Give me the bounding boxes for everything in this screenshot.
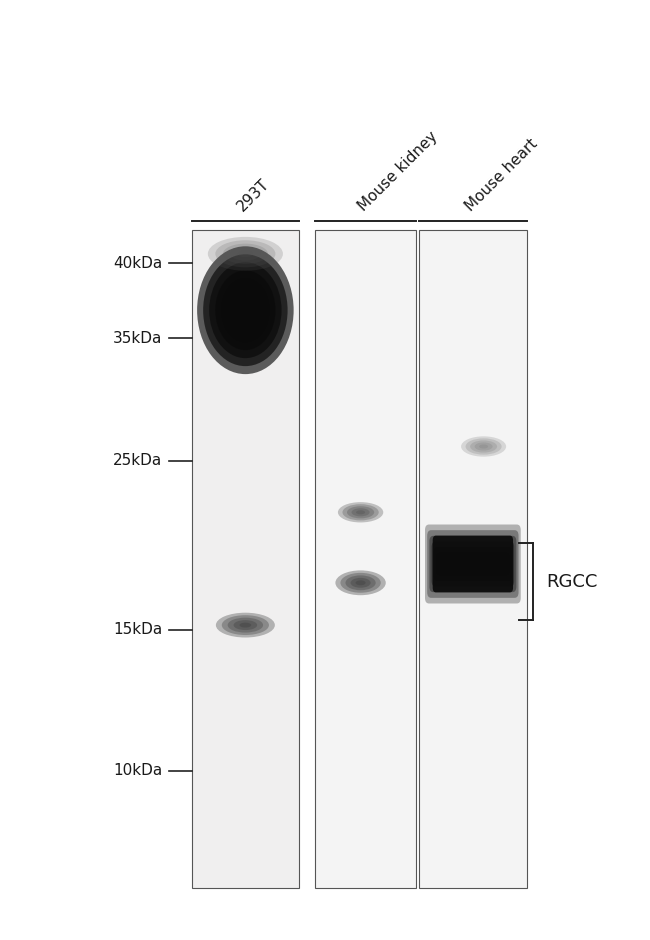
Text: 35kDa: 35kDa [113,331,162,346]
FancyBboxPatch shape [315,230,416,888]
Ellipse shape [343,504,379,521]
Ellipse shape [223,243,268,264]
FancyBboxPatch shape [192,230,299,888]
Ellipse shape [208,237,283,271]
Ellipse shape [238,250,253,258]
Ellipse shape [474,443,493,450]
Ellipse shape [233,294,257,326]
Ellipse shape [209,262,281,358]
Ellipse shape [215,271,276,351]
FancyBboxPatch shape [425,525,521,603]
FancyBboxPatch shape [436,553,510,575]
Ellipse shape [347,507,374,518]
Text: 10kDa: 10kDa [113,763,162,778]
Ellipse shape [479,445,488,448]
FancyBboxPatch shape [432,541,514,587]
Ellipse shape [215,241,276,267]
FancyBboxPatch shape [427,530,519,598]
Text: 293T: 293T [235,177,272,214]
Ellipse shape [345,575,376,590]
Text: 25kDa: 25kDa [113,453,162,468]
Ellipse shape [335,571,385,595]
Ellipse shape [239,622,252,628]
Ellipse shape [233,620,257,630]
FancyBboxPatch shape [433,536,513,592]
Ellipse shape [461,436,506,457]
FancyBboxPatch shape [419,230,526,888]
FancyBboxPatch shape [434,547,512,581]
Ellipse shape [221,278,270,342]
Text: 40kDa: 40kDa [113,256,162,271]
Text: Mouse kidney: Mouse kidney [355,129,440,214]
Ellipse shape [216,613,275,637]
Ellipse shape [350,578,370,588]
Ellipse shape [352,509,370,516]
FancyBboxPatch shape [430,536,516,592]
Ellipse shape [197,246,294,374]
Ellipse shape [356,580,365,586]
Ellipse shape [227,286,263,335]
Ellipse shape [230,247,261,260]
Ellipse shape [222,615,269,635]
Text: Mouse heart: Mouse heart [462,136,540,214]
Ellipse shape [356,510,365,514]
Ellipse shape [470,441,497,452]
Ellipse shape [227,618,263,633]
Ellipse shape [203,254,287,367]
Ellipse shape [341,572,381,593]
Text: RGCC: RGCC [546,572,597,591]
Ellipse shape [338,502,384,523]
Ellipse shape [239,303,252,318]
Text: 15kDa: 15kDa [113,622,162,637]
Ellipse shape [465,438,502,455]
